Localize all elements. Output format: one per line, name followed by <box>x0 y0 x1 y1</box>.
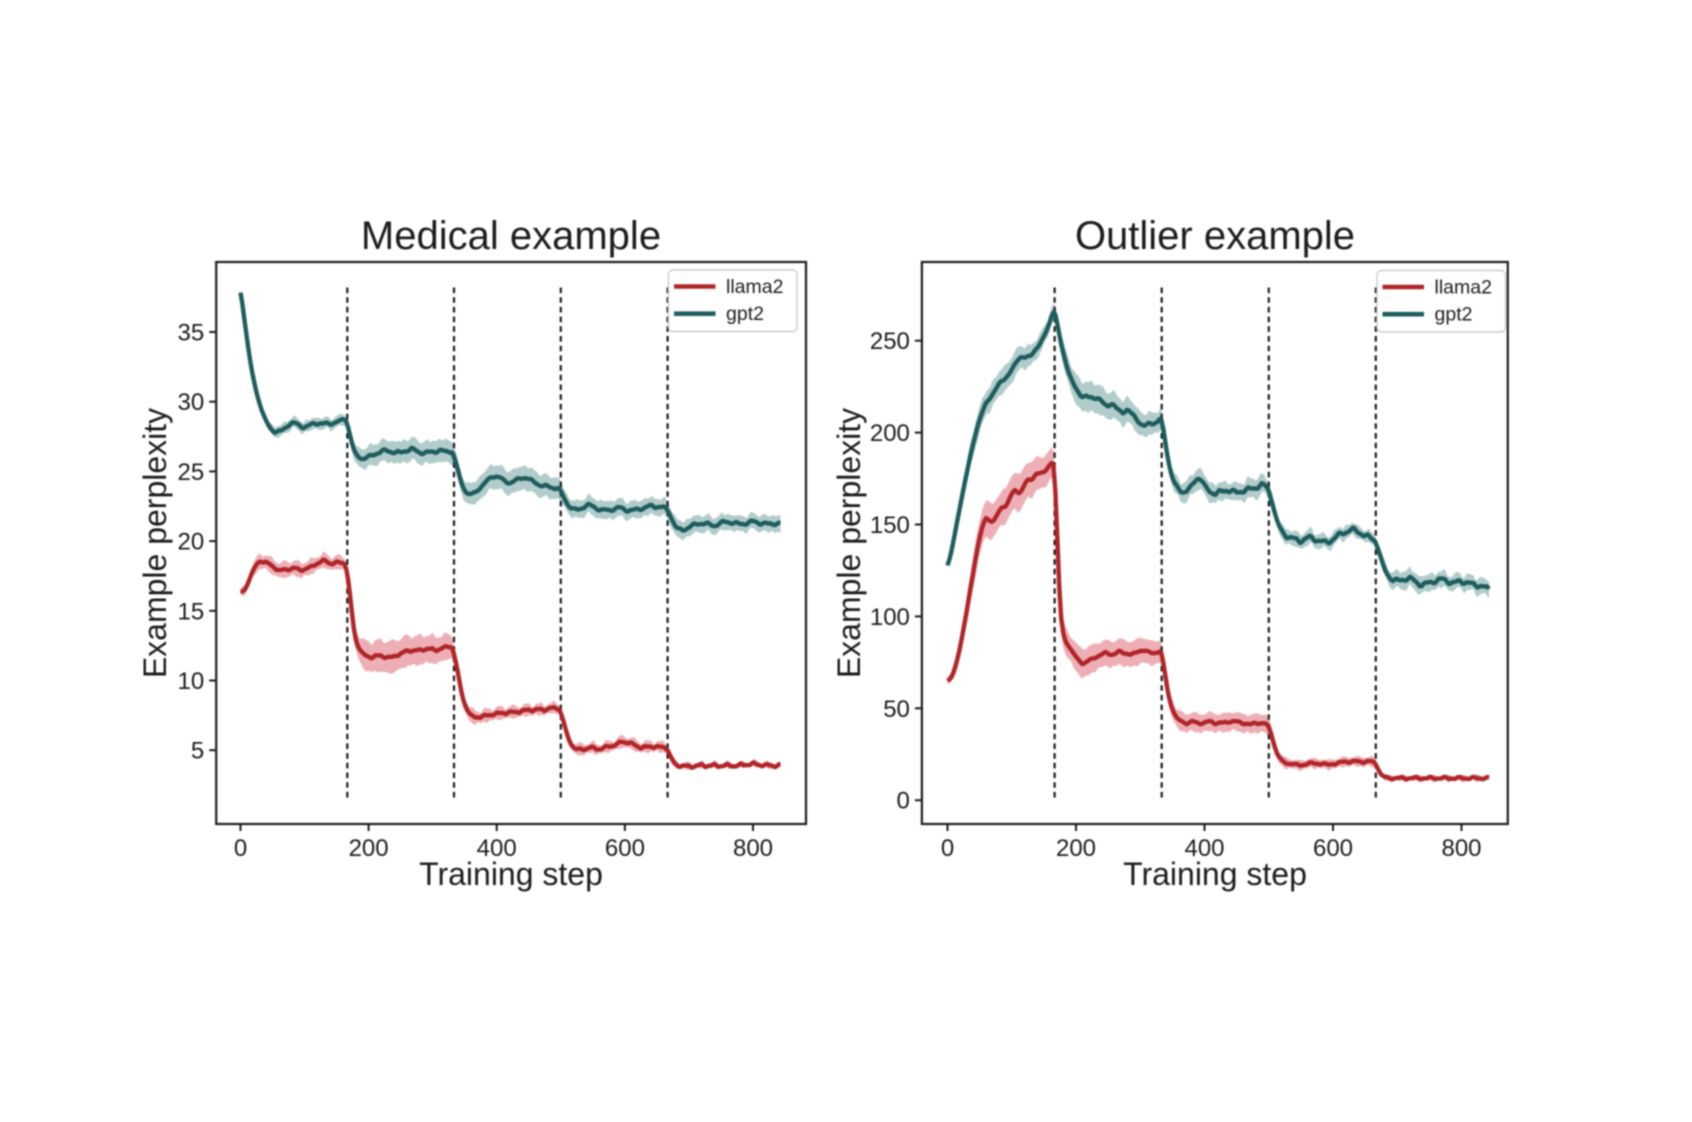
svg-text:llama2: llama2 <box>1435 277 1492 299</box>
svg-text:llama2: llama2 <box>726 276 783 298</box>
svg-text:400: 400 <box>1184 835 1224 862</box>
svg-text:Example perplexity: Example perplexity <box>831 408 867 678</box>
svg-text:Training step: Training step <box>419 856 603 892</box>
svg-text:150: 150 <box>870 512 910 539</box>
svg-text:600: 600 <box>605 835 645 862</box>
svg-text:25: 25 <box>177 459 204 486</box>
svg-text:15: 15 <box>177 598 204 625</box>
svg-text:gpt2: gpt2 <box>726 303 764 325</box>
svg-text:Outlier example: Outlier example <box>1075 214 1355 258</box>
svg-text:200: 200 <box>349 835 389 862</box>
svg-text:35: 35 <box>177 320 204 347</box>
svg-text:0: 0 <box>897 788 910 815</box>
svg-text:250: 250 <box>870 328 910 355</box>
svg-text:100: 100 <box>870 604 910 631</box>
svg-text:50: 50 <box>883 696 910 723</box>
svg-text:800: 800 <box>733 835 773 862</box>
svg-text:0: 0 <box>234 835 247 862</box>
svg-text:0: 0 <box>941 835 954 862</box>
svg-text:5: 5 <box>191 738 204 765</box>
svg-text:30: 30 <box>177 389 204 416</box>
svg-text:200: 200 <box>1056 835 1096 862</box>
svg-text:Example perplexity: Example perplexity <box>137 408 173 678</box>
svg-text:10: 10 <box>177 668 204 695</box>
svg-text:Training step: Training step <box>1123 856 1307 892</box>
svg-text:Medical example: Medical example <box>361 214 661 258</box>
svg-text:gpt2: gpt2 <box>1435 304 1473 326</box>
svg-text:400: 400 <box>477 835 517 862</box>
svg-text:20: 20 <box>177 529 204 556</box>
svg-text:200: 200 <box>870 420 910 447</box>
svg-text:800: 800 <box>1441 835 1481 862</box>
svg-text:600: 600 <box>1313 835 1353 862</box>
